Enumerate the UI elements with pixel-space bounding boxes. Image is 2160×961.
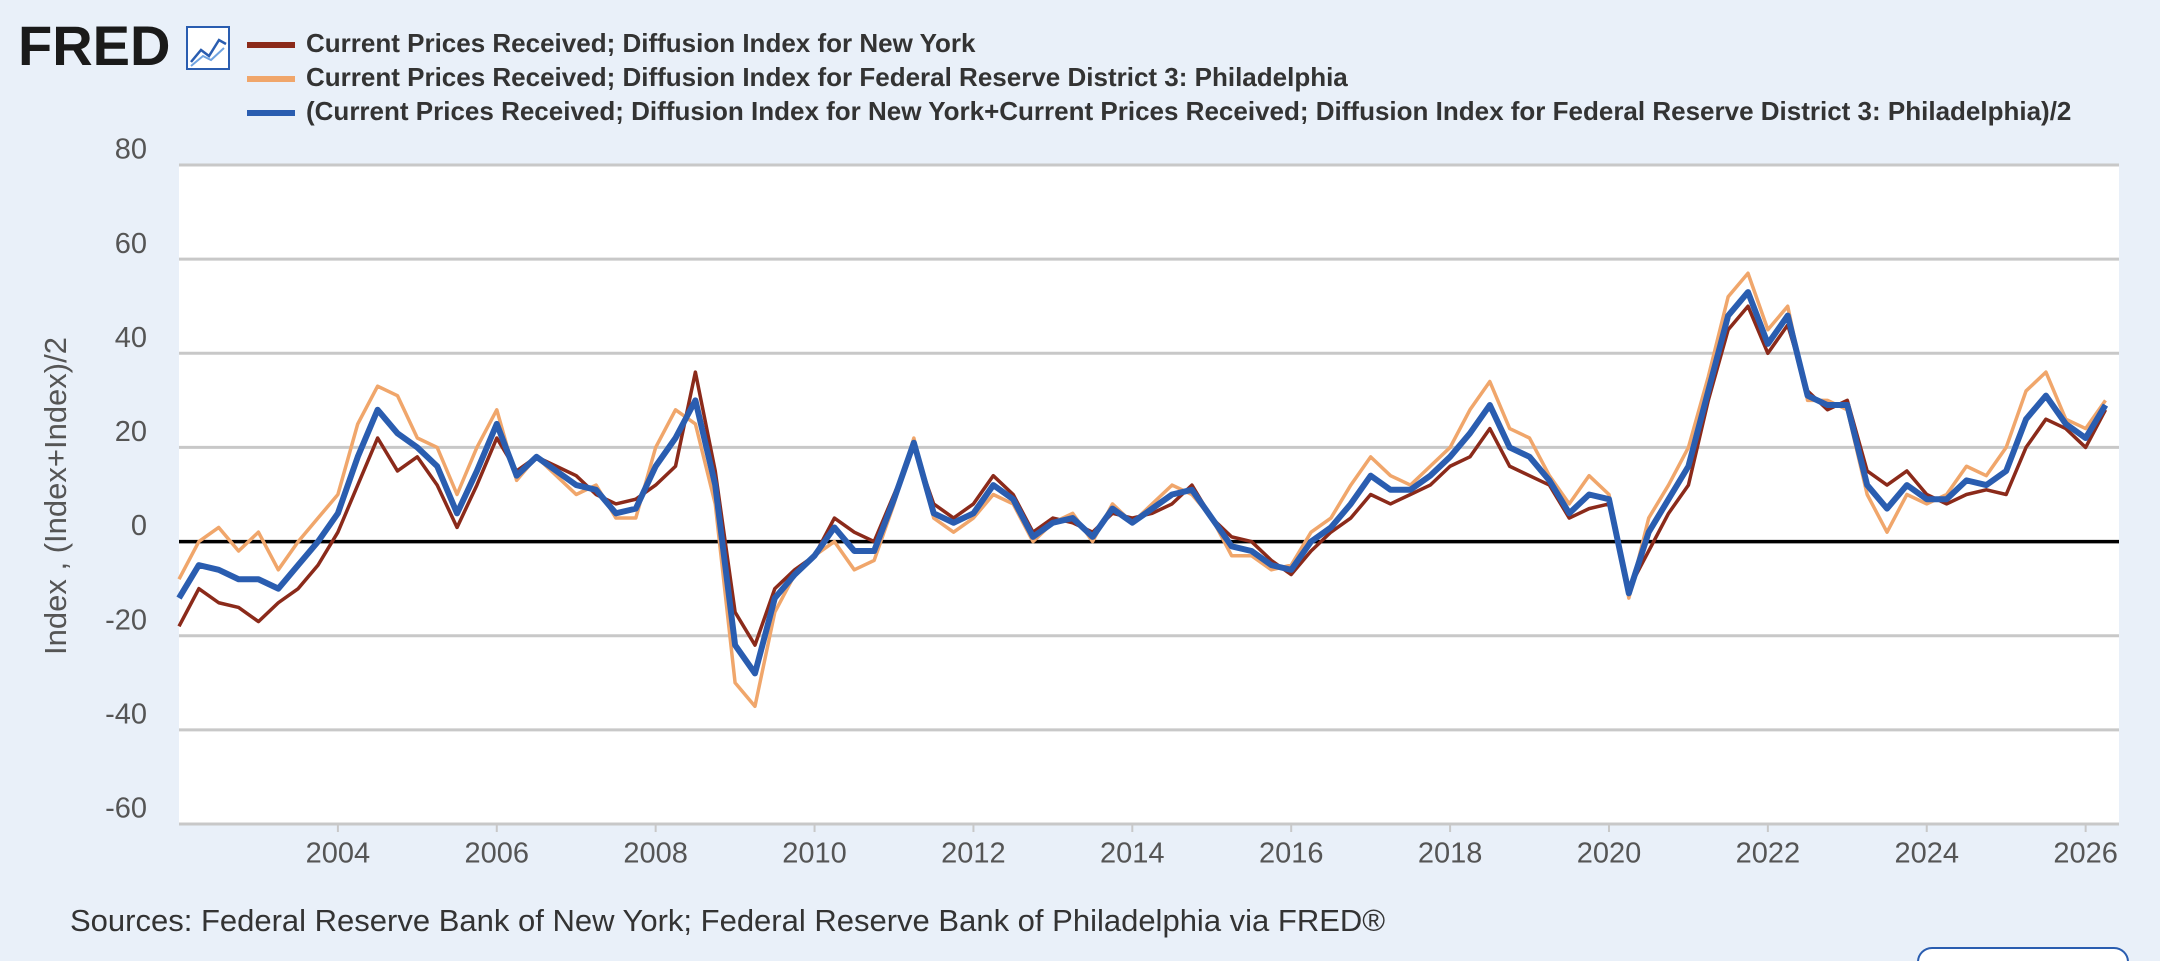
y-axis-title: Index , (Index+Index)/2 (38, 337, 73, 655)
y-tick-label: -40 (105, 699, 147, 731)
x-tick-label: 2008 (623, 838, 688, 870)
y-tick-label: 40 (115, 322, 147, 354)
logo-icon (186, 26, 230, 70)
x-tick-label: 2012 (941, 838, 1006, 870)
legend-label: (Current Prices Received; Diffusion Inde… (306, 96, 2071, 126)
y-tick-label: 0 (131, 510, 147, 542)
y-tick-label: -20 (105, 604, 147, 636)
source: Sources: Federal Reserve Bank of New Yor… (70, 903, 1385, 938)
legend-label: Current Prices Received; Diffusion Index… (306, 28, 976, 58)
y-tick-label: -60 (105, 793, 147, 825)
series-line (176, 289, 2109, 677)
button[interactable] (1917, 947, 2129, 961)
x-tick-label: 2026 (2053, 838, 2118, 870)
plot-area (179, 165, 2119, 824)
y-tick-label: 20 (115, 416, 147, 448)
x-tick-label: 2014 (1100, 838, 1165, 870)
x-tick-label: 2024 (1894, 838, 1959, 870)
x-tick-label: 2010 (782, 838, 847, 870)
x-tick-label: 2022 (1736, 838, 1801, 870)
y-tick-label: 60 (115, 228, 147, 260)
x-tick-label: 2004 (306, 838, 371, 870)
x-tick-label: 2018 (1418, 838, 1483, 870)
logo: FRED (18, 14, 170, 77)
legend-label: Current Prices Received; Diffusion Index… (306, 62, 1348, 92)
y-tick-label: 80 (115, 134, 147, 166)
x-tick-label: 2006 (465, 838, 530, 870)
x-tick-label: 2016 (1259, 838, 1324, 870)
x-tick-label: 2020 (1577, 838, 1642, 870)
